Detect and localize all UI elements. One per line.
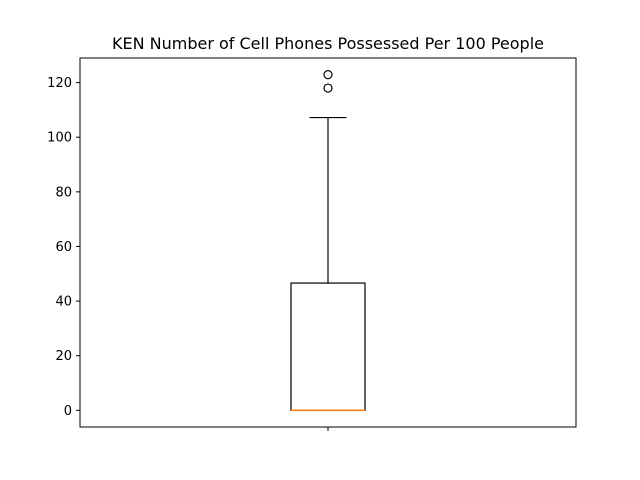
y-tick-label: 100 <box>47 131 72 146</box>
y-tick-label: 40 <box>55 295 72 310</box>
axes-frame <box>79 57 577 428</box>
y-axis: 0 20 40 60 80 100 120 <box>47 76 80 419</box>
y-tick-label: 0 <box>64 404 72 419</box>
y-tick-label: 120 <box>47 76 72 91</box>
y-tick-label: 20 <box>55 349 72 364</box>
plot-area <box>290 70 366 412</box>
chart-title: KEN Number of Cell Phones Possessed Per … <box>112 34 544 53</box>
y-tick-label: 80 <box>55 185 72 200</box>
outlier-point <box>323 70 333 80</box>
outlier-point <box>323 83 333 93</box>
y-tick-label: 60 <box>55 240 72 255</box>
